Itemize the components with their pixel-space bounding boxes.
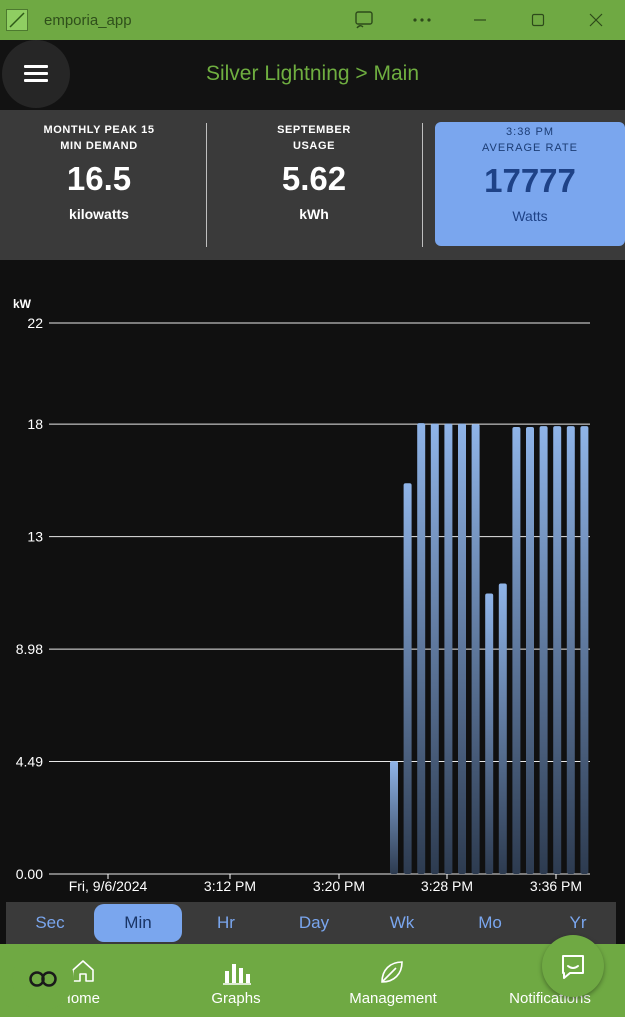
window-title: emporia_app xyxy=(44,11,132,29)
y-axis-label: kW xyxy=(13,297,32,311)
chart-bar xyxy=(498,583,507,874)
chart-bar xyxy=(417,423,426,874)
close-icon[interactable] xyxy=(567,0,625,40)
range-min[interactable]: Min xyxy=(94,904,182,942)
bar-chart-icon xyxy=(223,964,251,985)
home-icon xyxy=(72,960,94,982)
chart-bar xyxy=(403,483,412,874)
x-tick-label: 3:12 PM xyxy=(204,878,256,894)
y-tick-label: 8.98 xyxy=(16,641,43,657)
y-tick-label: 0.00 xyxy=(16,866,43,882)
stat-label: USAGE xyxy=(292,140,336,152)
hamburger-icon xyxy=(24,65,48,83)
range-sec[interactable]: Sec xyxy=(35,913,65,932)
nav-management[interactable]: Management xyxy=(332,944,454,1017)
chart-bar xyxy=(580,426,589,874)
chat-icon xyxy=(562,955,584,979)
chart-bar xyxy=(444,423,453,874)
stat-label: MIN DEMAND xyxy=(60,140,138,152)
nav-label: Management xyxy=(349,990,437,1007)
nav-label: Graphs xyxy=(211,990,261,1007)
stat-time: 3:38 PM xyxy=(506,126,554,138)
nav-graphs[interactable]: Graphs xyxy=(186,944,286,1017)
range-mo[interactable]: Mo xyxy=(478,913,502,932)
usage-stat[interactable]: SEPTEMBER USAGE 5.62 kWh xyxy=(228,122,400,258)
menu-button[interactable] xyxy=(2,40,70,108)
page-title: Silver Lightning > Main xyxy=(205,62,420,85)
app-leaf-icon xyxy=(6,9,28,31)
y-tick-label: 13 xyxy=(27,529,43,545)
stat-label: SEPTEMBER xyxy=(277,124,351,136)
chart-bar xyxy=(390,761,398,874)
peak-demand-stat[interactable]: MONTHLY PEAK 15 MIN DEMAND 16.5 kilowatt… xyxy=(14,122,184,258)
chart-bar xyxy=(471,424,480,874)
stat-unit: kWh xyxy=(299,206,329,222)
x-tick-label: Fri, 9/6/2024 xyxy=(69,878,148,894)
range-wk[interactable]: Wk xyxy=(389,913,415,932)
cast-icon[interactable] xyxy=(335,0,393,40)
window-titlebar: emporia_app xyxy=(0,0,625,40)
chart-bar xyxy=(485,593,494,874)
y-tick-label: 18 xyxy=(27,416,43,432)
range-day[interactable]: Day xyxy=(298,913,330,932)
stats-divider xyxy=(422,123,423,247)
stat-value: 16.5 xyxy=(66,160,132,197)
x-tick-label: 3:28 PM xyxy=(421,878,473,894)
time-range-selector: Sec Min Hr Day Wk Mo Yr xyxy=(6,902,616,944)
chart-bar xyxy=(553,426,562,874)
x-tick-label: 3:20 PM xyxy=(313,878,365,894)
minimize-icon[interactable] xyxy=(451,0,509,40)
chart-bar xyxy=(458,423,466,874)
stat-value: 5.62 xyxy=(281,160,347,197)
leaf-icon xyxy=(381,961,403,983)
more-icon[interactable] xyxy=(393,0,451,40)
usage-chart[interactable]: kW 22 18 13 8.98 4.49 0.00 Fri, 9/6/2024 3:12 PM… xyxy=(0,290,625,900)
app-header: Silver Lightning > Main xyxy=(0,40,625,110)
stat-label: AVERAGE RATE xyxy=(482,142,578,154)
toggle-button[interactable] xyxy=(12,948,74,1010)
chart-bar xyxy=(539,426,548,874)
y-tick-label: 22 xyxy=(27,315,43,331)
y-tick-label: 4.49 xyxy=(16,754,43,770)
chart-bar xyxy=(430,423,439,874)
stat-label: MONTHLY PEAK 15 xyxy=(43,124,155,136)
range-hr[interactable]: Hr xyxy=(217,913,235,932)
stats-divider xyxy=(206,123,207,247)
chart-bar xyxy=(512,426,521,874)
chat-button[interactable] xyxy=(542,935,604,997)
x-tick-label: 3:36 PM xyxy=(530,878,582,894)
stat-unit: kilowatts xyxy=(69,206,129,222)
bottom-navigation: Home Graphs Management Notifications xyxy=(0,944,625,1017)
range-yr[interactable]: Yr xyxy=(569,913,587,932)
stat-value: 17777 xyxy=(484,162,576,199)
stat-unit: Watts xyxy=(512,208,548,224)
maximize-icon[interactable] xyxy=(509,0,567,40)
chart-bar xyxy=(566,426,575,874)
average-rate-stat[interactable]: 3:38 PM AVERAGE RATE 17777 Watts xyxy=(435,122,625,246)
chart-bar xyxy=(526,426,534,874)
toggle-icon xyxy=(29,971,57,987)
